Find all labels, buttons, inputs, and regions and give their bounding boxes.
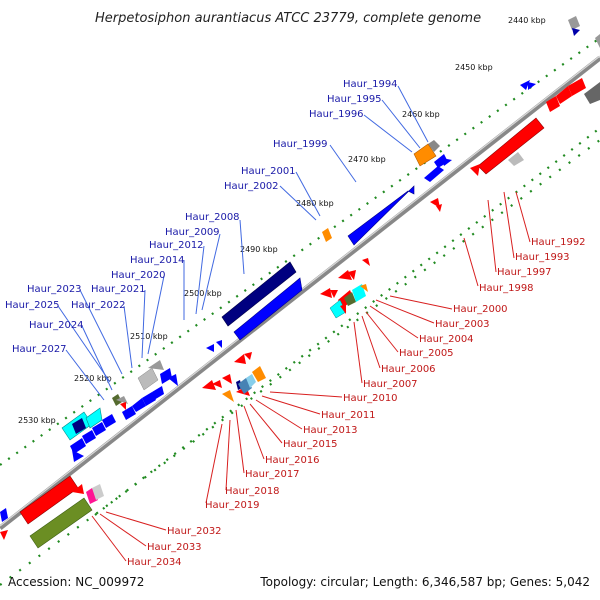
gene-haur-1999	[347, 185, 415, 246]
gene-label: Haur_1993	[515, 252, 570, 263]
gene-label: Haur_2008	[185, 212, 240, 223]
scale-label: 2490 kbp	[240, 245, 278, 254]
gene-label: Haur_1996	[309, 109, 364, 120]
gene-label: Haur_2012	[149, 240, 204, 251]
gene-label: Haur_2005	[399, 348, 454, 359]
gene-label: Haur_2010	[343, 393, 398, 404]
gene-label: Haur_2001	[241, 166, 296, 177]
gene-label: Haur_2033	[147, 542, 202, 553]
gene-label: Haur_2024	[29, 320, 84, 331]
gene-label: Haur_2009	[165, 227, 220, 238]
gene-label: Haur_1992	[531, 237, 586, 248]
gene-haur-2008	[221, 261, 297, 327]
scale-label: 2480 kbp	[296, 199, 334, 208]
gene-label: Haur_2027	[12, 344, 67, 355]
gene-label: Haur_2034	[127, 557, 182, 568]
gene-label: Haur_2011	[321, 410, 376, 421]
scale-labels: 2440 kbp 2450 kbp 2460 kbp 2470 kbp 2480…	[18, 16, 546, 425]
forward-genes	[0, 16, 600, 522]
genome-summary-text: Topology: circular; Length: 6,346,587 bp…	[259, 575, 590, 589]
gene-label: Haur_2032	[167, 526, 222, 537]
gene-haur-1994	[428, 140, 440, 152]
gene-label: Haur_2007	[363, 379, 418, 390]
gene-label: Haur_2023	[27, 284, 82, 295]
gene-label: Haur_2002	[224, 181, 279, 192]
forward-leaders	[57, 85, 429, 401]
reverse-labels: Haur_1992 Haur_1993 Haur_1997 Haur_1998 …	[127, 237, 586, 568]
gene-label: Haur_2000	[453, 304, 508, 315]
scale-label: 2520 kbp	[74, 374, 112, 383]
gene-haur-1995	[413, 143, 437, 167]
scale-label: 2530 kbp	[18, 416, 56, 425]
gene-label: Haur_2025	[5, 300, 60, 311]
scale-label: 2440 kbp	[508, 16, 546, 25]
scale-label: 2460 kbp	[402, 110, 440, 119]
scale-label: 2500 kbp	[184, 289, 222, 298]
scale-label: 2470 kbp	[348, 155, 386, 164]
gene-label: Haur_2018	[225, 486, 280, 497]
gene-label: Haur_2021	[91, 284, 146, 295]
scale-label: 2510 kbp	[130, 332, 168, 341]
reverse-genes	[0, 78, 600, 549]
gene-label: Haur_2004	[419, 334, 474, 345]
gene-label: Haur_1994	[343, 79, 398, 90]
gene-label: Haur_2006	[381, 364, 436, 375]
gene-label: Haur_1998	[479, 283, 534, 294]
gene-label: Haur_1997	[497, 267, 552, 278]
gene-label: Haur_1999	[273, 139, 328, 150]
gene-label: Haur_2014	[130, 255, 185, 266]
map-title: Herpetosiphon aurantiacus ATCC 23779, co…	[95, 11, 481, 26]
gene-label: Haur_2015	[283, 439, 338, 450]
gene-label: Haur_2003	[435, 319, 490, 330]
accession-text: Accession: NC_009972	[8, 575, 144, 589]
gene-label: Haur_2019	[205, 500, 260, 511]
gene-haur-1992	[477, 117, 545, 175]
gene-label: Haur_2013	[303, 425, 358, 436]
reverse-leaders	[91, 191, 531, 562]
gene-haur-2009	[233, 277, 303, 341]
forward-labels: Haur_1994 Haur_1995 Haur_1996 Haur_1999 …	[5, 79, 398, 355]
gene-label: Haur_2016	[265, 455, 320, 466]
gene-label: Haur_2017	[245, 469, 300, 480]
scale-label: 2450 kbp	[455, 63, 493, 72]
gene-label: Haur_2022	[71, 300, 126, 311]
gene-label: Haur_2020	[111, 270, 166, 281]
gene-label: Haur_1995	[327, 94, 382, 105]
gene-haur-2033	[29, 497, 93, 549]
